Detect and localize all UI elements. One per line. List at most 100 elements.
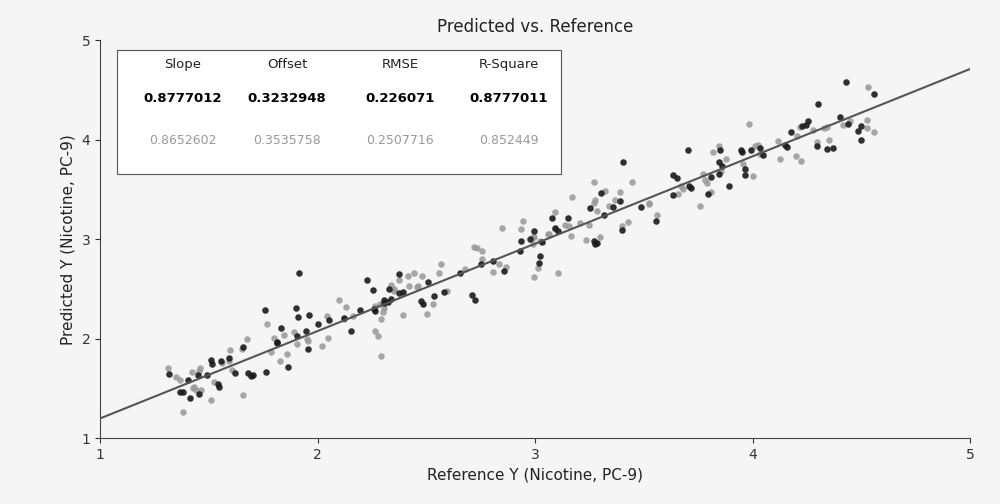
Point xyxy=(578,236,594,244)
Point xyxy=(712,146,728,154)
Point xyxy=(414,272,430,280)
Point xyxy=(224,366,240,374)
Point xyxy=(221,354,237,362)
Point xyxy=(386,285,402,293)
Point xyxy=(838,78,854,86)
Point xyxy=(681,182,697,191)
Point xyxy=(366,305,382,313)
Point xyxy=(752,150,768,158)
Point xyxy=(853,136,869,144)
Point xyxy=(473,260,489,268)
Point xyxy=(345,312,361,320)
Point xyxy=(373,352,389,360)
Point xyxy=(331,296,347,304)
Point xyxy=(593,190,609,198)
Point xyxy=(718,155,734,163)
Text: 0.3535758: 0.3535758 xyxy=(253,134,321,147)
Point xyxy=(750,141,766,149)
Point xyxy=(513,237,529,245)
Point xyxy=(515,217,531,225)
Point xyxy=(376,299,392,307)
Point xyxy=(800,117,816,125)
Point xyxy=(410,282,426,290)
Point xyxy=(383,281,399,289)
Text: 0.8777011: 0.8777011 xyxy=(470,92,548,105)
Point xyxy=(641,199,657,207)
Point xyxy=(697,175,713,183)
Point xyxy=(563,231,579,239)
Point xyxy=(365,286,381,294)
Point xyxy=(485,258,501,266)
Point xyxy=(522,235,538,243)
Text: 0.2507716: 0.2507716 xyxy=(366,134,434,147)
Point xyxy=(175,408,191,416)
Point xyxy=(866,128,882,136)
Point xyxy=(649,211,665,219)
Y-axis label: Predicted Y (Nicotine, PC-9): Predicted Y (Nicotine, PC-9) xyxy=(61,134,76,345)
Point xyxy=(589,207,605,215)
Point xyxy=(673,182,689,190)
Point xyxy=(587,240,603,248)
Point xyxy=(816,124,832,133)
Point xyxy=(752,144,768,152)
Text: RMSE: RMSE xyxy=(382,58,419,71)
Point xyxy=(798,121,814,130)
Point xyxy=(683,184,699,192)
Point xyxy=(319,312,335,320)
Point xyxy=(436,288,452,296)
Point xyxy=(235,391,251,399)
Point xyxy=(526,233,542,241)
Point xyxy=(336,314,352,322)
Point xyxy=(172,388,188,396)
Point xyxy=(191,390,207,398)
Point xyxy=(426,292,442,300)
Point xyxy=(370,332,386,340)
Point xyxy=(713,167,729,175)
Point xyxy=(737,165,753,173)
Point xyxy=(810,100,826,108)
Point xyxy=(227,368,243,376)
Point xyxy=(433,261,449,269)
Point xyxy=(457,265,473,273)
Point xyxy=(160,364,176,372)
Point xyxy=(842,117,858,125)
Point xyxy=(805,126,821,134)
Point xyxy=(544,214,560,222)
Point xyxy=(772,155,788,163)
Point xyxy=(352,306,368,314)
Point xyxy=(376,304,392,312)
Point xyxy=(240,368,256,376)
Point xyxy=(395,288,411,296)
Point xyxy=(561,222,577,230)
Point xyxy=(703,173,719,181)
Point xyxy=(211,383,227,391)
Point xyxy=(850,127,866,135)
Point xyxy=(391,270,407,278)
Point xyxy=(721,181,737,190)
Point xyxy=(367,327,383,335)
Point xyxy=(213,356,229,364)
Point xyxy=(741,120,757,129)
Point xyxy=(343,327,359,335)
Point xyxy=(273,324,289,332)
Point xyxy=(272,357,288,365)
Point xyxy=(526,227,542,235)
Point xyxy=(614,226,630,234)
Point xyxy=(581,221,597,229)
Point xyxy=(540,230,556,238)
Point xyxy=(259,320,275,328)
Point xyxy=(531,259,547,267)
Point xyxy=(840,119,856,128)
Point xyxy=(235,343,251,351)
Point xyxy=(300,337,316,345)
Point xyxy=(161,370,177,379)
Point xyxy=(298,327,314,335)
Point xyxy=(859,124,875,133)
Point xyxy=(788,152,804,160)
Point xyxy=(204,359,220,367)
Point xyxy=(491,261,507,269)
Point xyxy=(714,162,730,170)
Point xyxy=(665,191,681,199)
Point xyxy=(380,298,396,306)
Point xyxy=(809,138,825,146)
